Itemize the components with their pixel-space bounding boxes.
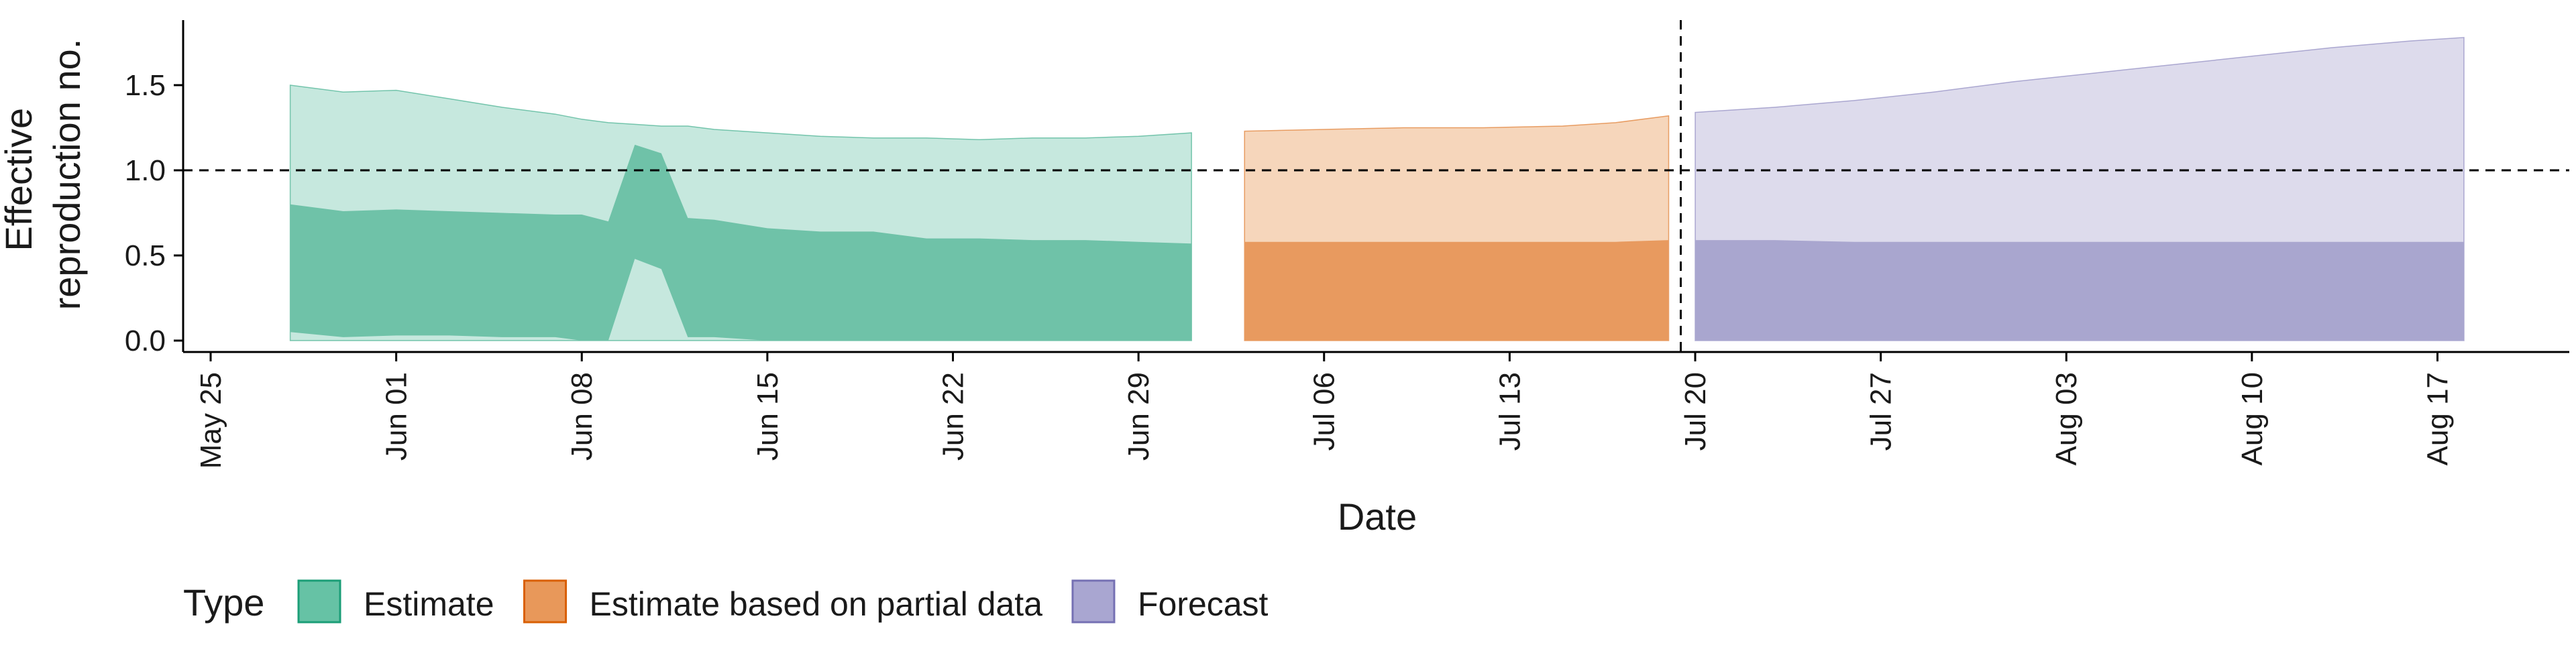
y-tick-label: 0.0 xyxy=(125,325,166,357)
x-tick-label: Jul 27 xyxy=(1865,372,1898,451)
y-axis-label: Effective reproduction no. xyxy=(0,39,88,310)
y-axis-label-line-2: reproduction no. xyxy=(46,39,88,310)
band-inner-estimate xyxy=(290,144,1192,341)
x-tick-label: May 25 xyxy=(195,372,227,469)
y-tick-label: 1.0 xyxy=(125,154,166,187)
legend-label-estimate: Estimate xyxy=(364,585,494,623)
x-axis-label: Date xyxy=(1338,495,1417,538)
x-tick-label: Jun 29 xyxy=(1122,372,1155,461)
x-tick-label: Jun 15 xyxy=(751,372,784,461)
x-tick-label: Jun 22 xyxy=(936,372,969,461)
band-inner-estimate-based-on-partial-data xyxy=(1244,240,1669,341)
legend-swatch-estimate-based-on-partial-data xyxy=(523,579,568,624)
y-tick-label: 0.5 xyxy=(125,239,166,272)
legend-label-estimate-based-on-partial-data: Estimate based on partial data xyxy=(590,585,1043,623)
legend-label-forecast: Forecast xyxy=(1138,585,1269,623)
legend-swatch-forecast xyxy=(1071,579,1116,624)
reference-lines-layer xyxy=(183,20,2569,352)
y-tick-label: 1.5 xyxy=(125,69,166,102)
legend-title: Type xyxy=(183,581,264,624)
x-tick-label: Jul 06 xyxy=(1308,372,1341,451)
legend-swatch-estimate xyxy=(297,579,341,624)
x-tick-label: Aug 10 xyxy=(2236,372,2269,465)
x-tick-label: Aug 17 xyxy=(2421,372,2454,465)
x-tick-label: Jun 01 xyxy=(380,372,413,461)
x-tick-label: Jul 20 xyxy=(1679,372,1712,451)
band-inner-forecast xyxy=(1695,240,2464,341)
x-tick-label: Jul 13 xyxy=(1493,372,1526,451)
y-axis-label-line-1: Effective xyxy=(0,108,40,251)
x-tick-label: Aug 03 xyxy=(2050,372,2083,465)
x-tick-label: Jun 08 xyxy=(566,372,598,461)
legend: Type Estimate Estimate based on partial d… xyxy=(183,579,1269,624)
axes-layer: 0.0 0.5 1.0 1.5 May 25 Jun 01 Jun 08 Jun 15 Jun … xyxy=(125,20,2569,469)
bands-layer xyxy=(289,37,2465,341)
